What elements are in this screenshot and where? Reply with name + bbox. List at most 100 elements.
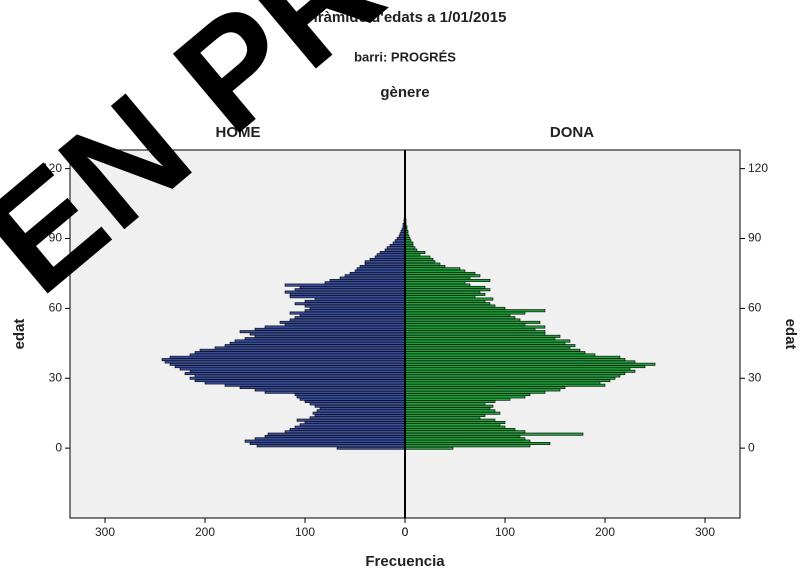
bar bbox=[404, 281, 466, 285]
bar bbox=[404, 416, 481, 420]
bar bbox=[404, 302, 491, 306]
bar bbox=[284, 430, 406, 434]
bar bbox=[404, 446, 454, 450]
bar bbox=[379, 251, 406, 254]
bar bbox=[324, 281, 406, 285]
legend-label: DONA bbox=[550, 124, 594, 141]
bar bbox=[404, 414, 486, 417]
y-tick-label: 90 bbox=[49, 231, 63, 245]
bar bbox=[404, 290, 481, 294]
bar bbox=[404, 418, 496, 422]
bar bbox=[404, 258, 434, 261]
legend-label: HOME bbox=[216, 124, 261, 141]
y-tick-label: 60 bbox=[748, 301, 762, 315]
bar bbox=[296, 418, 406, 422]
bar bbox=[404, 344, 576, 348]
y-tick-label: 30 bbox=[49, 370, 63, 384]
bar bbox=[404, 330, 546, 334]
bar bbox=[404, 390, 546, 394]
bar bbox=[284, 283, 406, 287]
bar bbox=[404, 362, 656, 366]
bar bbox=[294, 393, 406, 397]
bar bbox=[354, 269, 406, 273]
bar bbox=[404, 306, 506, 310]
bar bbox=[404, 274, 481, 278]
bar bbox=[404, 304, 496, 308]
bar bbox=[404, 388, 561, 392]
bar bbox=[304, 400, 406, 404]
bar bbox=[404, 432, 584, 436]
bar bbox=[404, 372, 626, 376]
bar bbox=[404, 409, 496, 413]
bar bbox=[404, 425, 506, 429]
x-tick-label: 100 bbox=[495, 525, 515, 539]
bar bbox=[404, 313, 511, 317]
bar bbox=[374, 255, 406, 259]
bar bbox=[289, 292, 406, 296]
bar bbox=[404, 411, 501, 415]
bar bbox=[404, 421, 506, 424]
bar bbox=[289, 428, 406, 431]
x-axis-title: Frecuencia bbox=[365, 553, 445, 570]
bar bbox=[404, 348, 581, 352]
bar bbox=[404, 323, 526, 327]
bar bbox=[404, 276, 471, 280]
bar bbox=[264, 325, 406, 329]
bar bbox=[404, 320, 541, 324]
bar bbox=[404, 288, 491, 292]
bar bbox=[356, 267, 406, 271]
bar bbox=[329, 278, 406, 282]
bar bbox=[299, 285, 406, 289]
bar bbox=[164, 360, 406, 364]
bar bbox=[404, 246, 416, 250]
bar bbox=[339, 276, 406, 280]
bar bbox=[194, 351, 406, 355]
bar bbox=[404, 395, 526, 399]
bar bbox=[404, 283, 471, 287]
bar bbox=[404, 299, 486, 303]
bar bbox=[404, 358, 626, 362]
bar bbox=[404, 374, 621, 378]
bar bbox=[254, 388, 406, 392]
x-tick-label: 0 bbox=[402, 525, 409, 539]
bar bbox=[267, 432, 406, 436]
bar bbox=[359, 264, 406, 268]
x-tick-label: 300 bbox=[695, 525, 715, 539]
bar bbox=[312, 411, 406, 415]
bar bbox=[404, 251, 426, 254]
bar bbox=[404, 269, 466, 273]
bar bbox=[299, 423, 406, 427]
bar bbox=[224, 383, 406, 387]
y-tick-label: 60 bbox=[49, 301, 63, 315]
bar bbox=[289, 295, 406, 299]
bar bbox=[404, 346, 571, 350]
bar bbox=[294, 425, 406, 429]
bar bbox=[169, 355, 406, 359]
bar bbox=[404, 381, 601, 385]
bar bbox=[169, 362, 406, 366]
bar bbox=[199, 348, 406, 352]
bar bbox=[404, 428, 516, 431]
x-tick-label: 0 bbox=[402, 525, 409, 539]
bar bbox=[404, 325, 546, 329]
bar bbox=[404, 241, 414, 245]
bar bbox=[304, 304, 406, 308]
bar bbox=[404, 400, 496, 404]
y-tick-label: 120 bbox=[42, 161, 62, 175]
bar bbox=[404, 386, 566, 390]
bar bbox=[304, 421, 406, 424]
bar bbox=[404, 309, 546, 313]
bar bbox=[404, 253, 421, 257]
bar bbox=[404, 297, 494, 301]
bar bbox=[309, 416, 406, 420]
bar bbox=[314, 404, 406, 408]
bar bbox=[392, 241, 406, 245]
bar bbox=[189, 369, 406, 373]
bar bbox=[404, 337, 556, 341]
bar bbox=[364, 262, 406, 266]
x-tick-label: 300 bbox=[95, 525, 115, 539]
bar bbox=[299, 313, 406, 317]
bar bbox=[189, 353, 406, 357]
